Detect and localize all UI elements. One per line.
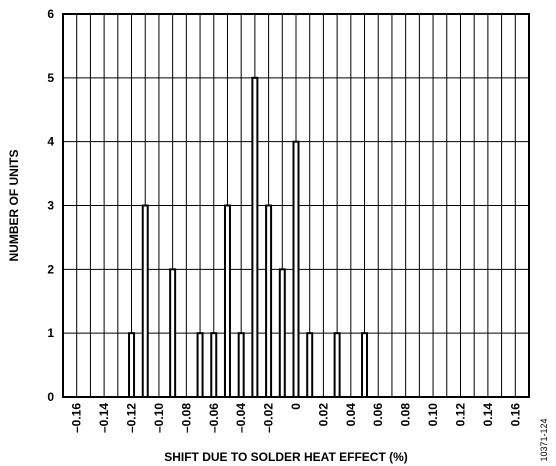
x-tick-label: 0.14 bbox=[481, 403, 495, 427]
y-tick-label: 5 bbox=[47, 71, 54, 85]
histogram-bar bbox=[128, 332, 136, 398]
y-tick-labels: 0 1 2 3 4 5 6 bbox=[47, 7, 54, 404]
histogram-bar bbox=[265, 204, 273, 398]
x-tick-labels: –0.16 –0.14 –0.12 –0.10 –0.08 –0.06 –0.04 –0.02… bbox=[70, 403, 523, 433]
y-tick-label: 3 bbox=[47, 199, 54, 213]
x-tick-label: –0.04 bbox=[234, 403, 248, 433]
x-tick-label: –0.06 bbox=[207, 403, 221, 433]
bars bbox=[128, 76, 369, 399]
x-tick-label: –0.16 bbox=[70, 403, 84, 433]
x-tick-label: 0.08 bbox=[399, 403, 413, 427]
histogram-bar bbox=[169, 268, 177, 399]
x-tick-label: 0.04 bbox=[344, 403, 358, 427]
figure-reference: 10371-124 bbox=[539, 418, 549, 461]
y-tick-label: 4 bbox=[47, 135, 54, 149]
histogram-bar bbox=[141, 204, 149, 398]
histogram-bar bbox=[306, 332, 314, 398]
histogram-bar bbox=[196, 332, 204, 398]
x-tick-label: 0 bbox=[289, 403, 303, 410]
x-tick-label: 0.10 bbox=[426, 403, 440, 427]
histogram-bar bbox=[223, 204, 231, 398]
x-tick-label: –0.08 bbox=[179, 403, 193, 433]
x-tick-label: 0.16 bbox=[508, 403, 522, 427]
histogram-bar bbox=[292, 140, 300, 398]
plot-frame bbox=[62, 13, 530, 398]
histogram-bar bbox=[237, 332, 245, 398]
x-tick-label: –0.10 bbox=[152, 403, 166, 433]
histogram-bar bbox=[361, 332, 369, 398]
x-tick-label: –0.12 bbox=[125, 403, 139, 433]
x-axis-title: SHIFT DUE TO SOLDER HEAT EFFECT (%) bbox=[164, 450, 408, 464]
x-tick-label: –0.14 bbox=[97, 403, 111, 433]
x-tick-label: 0.12 bbox=[453, 403, 467, 427]
y-tick-label: 0 bbox=[47, 390, 54, 404]
y-tick-label: 2 bbox=[47, 262, 54, 276]
histogram-bar bbox=[210, 332, 218, 398]
y-tick-label: 6 bbox=[47, 7, 54, 21]
x-tick-label: 0.02 bbox=[316, 403, 330, 427]
histogram-bar bbox=[333, 332, 341, 398]
x-tick-label: 0.06 bbox=[371, 403, 385, 427]
y-tick-label: 1 bbox=[47, 326, 54, 340]
histogram-bar bbox=[278, 268, 286, 399]
x-tick-label: –0.02 bbox=[262, 403, 276, 433]
y-axis-title: NUMBER OF UNITS bbox=[7, 150, 21, 262]
histogram-bar bbox=[251, 76, 259, 398]
